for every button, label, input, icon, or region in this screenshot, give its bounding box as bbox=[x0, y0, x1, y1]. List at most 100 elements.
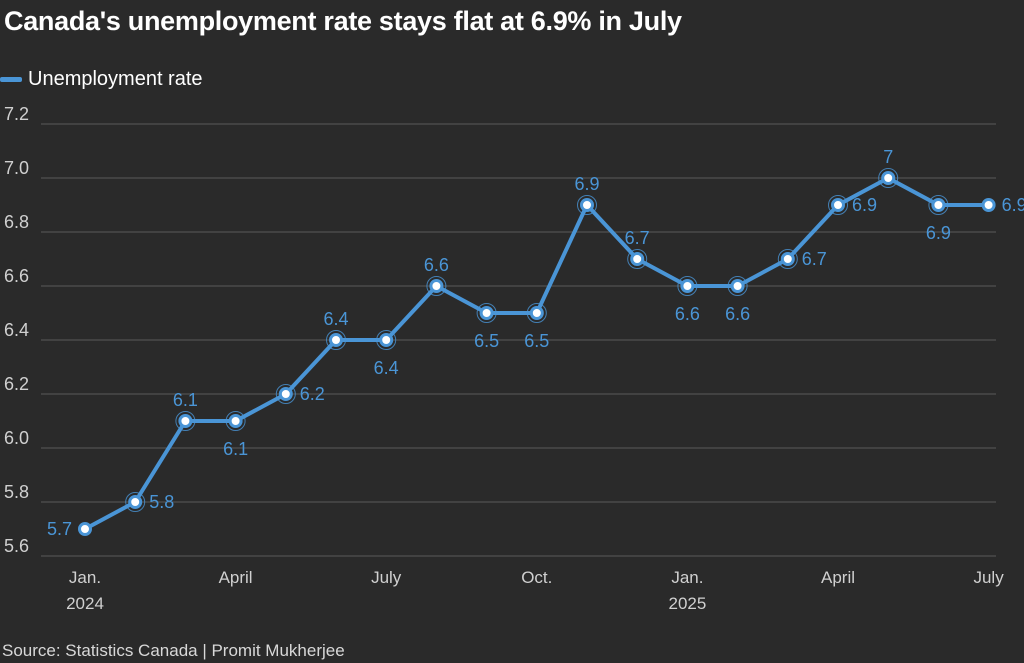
data-label: 6.6 bbox=[424, 255, 449, 275]
data-point-halo bbox=[677, 276, 698, 296]
data-point bbox=[476, 303, 497, 323]
data-point bbox=[125, 492, 146, 512]
data-label: 6.9 bbox=[1002, 195, 1024, 215]
data-point-halo bbox=[878, 168, 899, 188]
x-tick-label: Oct. bbox=[521, 568, 552, 587]
data-point-halo bbox=[727, 276, 748, 296]
data-point bbox=[777, 249, 798, 269]
data-label: 6.7 bbox=[625, 228, 650, 248]
x-tick-label: Jan. bbox=[671, 568, 703, 587]
legend-label: Unemployment rate bbox=[28, 68, 203, 90]
data-point-marker bbox=[429, 279, 444, 293]
data-point bbox=[326, 330, 346, 350]
data-label: 6.6 bbox=[725, 304, 750, 324]
data-point-marker bbox=[329, 333, 343, 347]
data-label: 6.6 bbox=[675, 304, 700, 324]
data-point bbox=[225, 411, 246, 431]
data-point-halo bbox=[376, 330, 397, 350]
x-tick-label: Jan. bbox=[69, 568, 101, 587]
data-label: 6.9 bbox=[926, 223, 951, 243]
data-point-marker bbox=[680, 279, 695, 293]
data-point-halo bbox=[326, 330, 346, 350]
data-point-marker bbox=[630, 252, 645, 266]
data-point-halo bbox=[175, 411, 196, 431]
data-point-marker bbox=[178, 414, 193, 428]
data-point-marker bbox=[479, 306, 494, 320]
data-point-marker bbox=[580, 198, 594, 212]
data-point-marker bbox=[228, 414, 243, 428]
y-tick-label: 6.4 bbox=[4, 320, 29, 340]
y-tick-label: 6.0 bbox=[4, 428, 29, 448]
x-tick-label: July bbox=[371, 568, 402, 587]
data-label: 6.1 bbox=[223, 439, 248, 459]
data-point bbox=[526, 303, 547, 323]
data-point bbox=[577, 195, 597, 215]
data-point-marker bbox=[529, 306, 544, 320]
data-label: 5.8 bbox=[149, 492, 174, 512]
chart-title: Canada's unemployment rate stays flat at… bbox=[4, 6, 682, 36]
data-point-marker bbox=[981, 198, 996, 212]
data-point bbox=[878, 168, 899, 188]
data-point-marker bbox=[881, 171, 896, 185]
data-label: 6.5 bbox=[524, 331, 549, 351]
data-point-marker bbox=[780, 252, 795, 266]
data-point-halo bbox=[777, 249, 798, 269]
data-point-halo bbox=[928, 195, 949, 215]
data-point-marker bbox=[379, 333, 394, 347]
data-label: 6.4 bbox=[374, 358, 399, 378]
data-point bbox=[677, 276, 698, 296]
data-label: 6.7 bbox=[802, 249, 827, 269]
data-point bbox=[175, 411, 196, 431]
y-tick-label: 7.2 bbox=[4, 104, 29, 124]
x-tick-label: 2024 bbox=[66, 594, 104, 613]
data-label: 5.7 bbox=[47, 519, 72, 539]
data-point-halo bbox=[275, 384, 296, 404]
data-point bbox=[727, 276, 748, 296]
data-point bbox=[828, 195, 848, 215]
data-point-halo bbox=[426, 276, 447, 296]
data-label: 6.9 bbox=[852, 195, 877, 215]
x-tick-label: April bbox=[821, 568, 855, 587]
legend: Unemployment rate bbox=[0, 68, 203, 91]
data-point-marker bbox=[278, 387, 293, 401]
data-point-marker bbox=[78, 522, 92, 536]
y-tick-label: 6.8 bbox=[4, 212, 29, 232]
data-point bbox=[627, 249, 648, 269]
data-point bbox=[928, 195, 949, 215]
y-tick-label: 6.6 bbox=[4, 266, 29, 286]
data-point-marker bbox=[730, 279, 745, 293]
data-label: 6.4 bbox=[323, 309, 348, 329]
y-tick-label: 6.2 bbox=[4, 374, 29, 394]
data-labels: 5.7 5.8 6.1 6.1 6.2 6.4 6.4 6.6 6.5 6.5 6.9 6.7 6.6 6… bbox=[47, 147, 1024, 539]
series-unemployment-rate bbox=[78, 168, 996, 536]
data-point-marker bbox=[931, 198, 946, 212]
data-point bbox=[78, 522, 92, 536]
x-tick-label: April bbox=[219, 568, 253, 587]
source-credit: Source: Statistics Canada | Promit Mukhe… bbox=[2, 641, 345, 660]
x-tick-label: 2025 bbox=[668, 594, 706, 613]
x-axis-ticks: Jan. 2024 April July Oct. Jan. 2025 April July bbox=[66, 568, 1004, 613]
data-point-halo bbox=[225, 411, 246, 431]
data-point-halo bbox=[476, 303, 497, 323]
data-point bbox=[275, 384, 296, 404]
data-point-halo bbox=[828, 195, 848, 215]
y-tick-label: 7.0 bbox=[4, 158, 29, 178]
data-point bbox=[376, 330, 397, 350]
data-label: 6.1 bbox=[173, 390, 198, 410]
data-point-marker bbox=[831, 198, 845, 212]
legend-line-swatch bbox=[0, 77, 22, 82]
data-point-halo bbox=[526, 303, 547, 323]
data-label: 6.9 bbox=[574, 174, 599, 194]
y-tick-label: 5.6 bbox=[4, 536, 29, 556]
data-point bbox=[426, 276, 447, 296]
data-label: 6.2 bbox=[300, 384, 325, 404]
x-tick-label: July bbox=[973, 568, 1004, 587]
data-label: 6.5 bbox=[474, 331, 499, 351]
data-point-halo bbox=[125, 492, 146, 512]
data-point-halo bbox=[627, 249, 648, 269]
y-axis-ticks: 5.6 5.8 6.0 6.2 6.4 6.6 6.8 7.0 7.2 bbox=[4, 104, 29, 556]
y-tick-label: 5.8 bbox=[4, 482, 29, 502]
data-point-halo bbox=[577, 195, 597, 215]
data-point bbox=[981, 198, 996, 212]
